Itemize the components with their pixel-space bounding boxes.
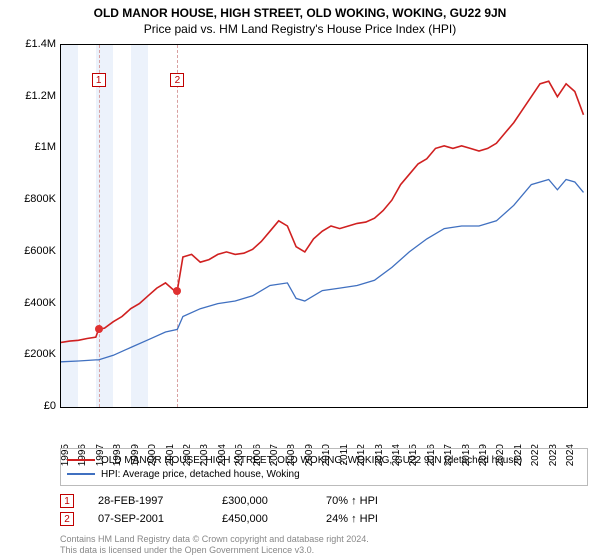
legend-label: HPI: Average price, detached house, Woki… bbox=[101, 469, 300, 480]
series-lines bbox=[61, 45, 587, 407]
sale-row: 2 07-SEP-2001 £450,000 24% ↑ HPI bbox=[60, 510, 588, 528]
y-tick-label: £400K bbox=[24, 297, 56, 309]
y-tick-label: £1.2M bbox=[25, 90, 56, 102]
sale-dot bbox=[95, 325, 103, 333]
plot-area: 12 bbox=[60, 44, 588, 408]
sale-price: £300,000 bbox=[222, 495, 302, 507]
sale-marker: 2 bbox=[60, 512, 74, 526]
y-tick-label: £1.4M bbox=[25, 38, 56, 50]
sale-table: 1 28-FEB-1997 £300,000 70% ↑ HPI 2 07-SEP-200… bbox=[60, 492, 588, 528]
chart-subtitle: Price paid vs. HM Land Registry's House … bbox=[0, 22, 600, 36]
sale-date: 07-SEP-2001 bbox=[98, 513, 198, 525]
y-tick-label: £200K bbox=[24, 348, 56, 360]
footer-line-2: This data is licensed under the Open Gov… bbox=[60, 545, 369, 556]
legend-item: OLD MANOR HOUSE, HIGH STREET, OLD WOKING… bbox=[67, 453, 581, 467]
sale-price: £450,000 bbox=[222, 513, 302, 525]
chart-title: OLD MANOR HOUSE, HIGH STREET, OLD WOKING… bbox=[0, 6, 600, 20]
chart-container: OLD MANOR HOUSE, HIGH STREET, OLD WOKING… bbox=[0, 0, 600, 560]
series-property bbox=[61, 81, 584, 342]
y-tick-label: £600K bbox=[24, 245, 56, 257]
footer-line-1: Contains HM Land Registry data © Crown c… bbox=[60, 534, 369, 545]
event-marker: 2 bbox=[170, 73, 184, 87]
sale-dot bbox=[173, 287, 181, 295]
legend-label: OLD MANOR HOUSE, HIGH STREET, OLD WOKING… bbox=[101, 455, 522, 466]
series-hpi bbox=[61, 180, 584, 362]
y-tick-label: £1M bbox=[35, 141, 56, 153]
legend-item: HPI: Average price, detached house, Woki… bbox=[67, 467, 581, 481]
title-block: OLD MANOR HOUSE, HIGH STREET, OLD WOKING… bbox=[0, 0, 600, 36]
sale-marker: 1 bbox=[60, 494, 74, 508]
sale-row: 1 28-FEB-1997 £300,000 70% ↑ HPI bbox=[60, 492, 588, 510]
sale-date: 28-FEB-1997 bbox=[98, 495, 198, 507]
legend: OLD MANOR HOUSE, HIGH STREET, OLD WOKING… bbox=[60, 448, 588, 486]
event-marker: 1 bbox=[92, 73, 106, 87]
legend-swatch bbox=[67, 459, 95, 461]
legend-swatch bbox=[67, 473, 95, 475]
footer-text: Contains HM Land Registry data © Crown c… bbox=[60, 534, 369, 556]
sale-pct: 70% ↑ HPI bbox=[326, 495, 416, 507]
y-tick-label: £0 bbox=[44, 400, 56, 412]
y-tick-label: £800K bbox=[24, 193, 56, 205]
sale-pct: 24% ↑ HPI bbox=[326, 513, 416, 525]
